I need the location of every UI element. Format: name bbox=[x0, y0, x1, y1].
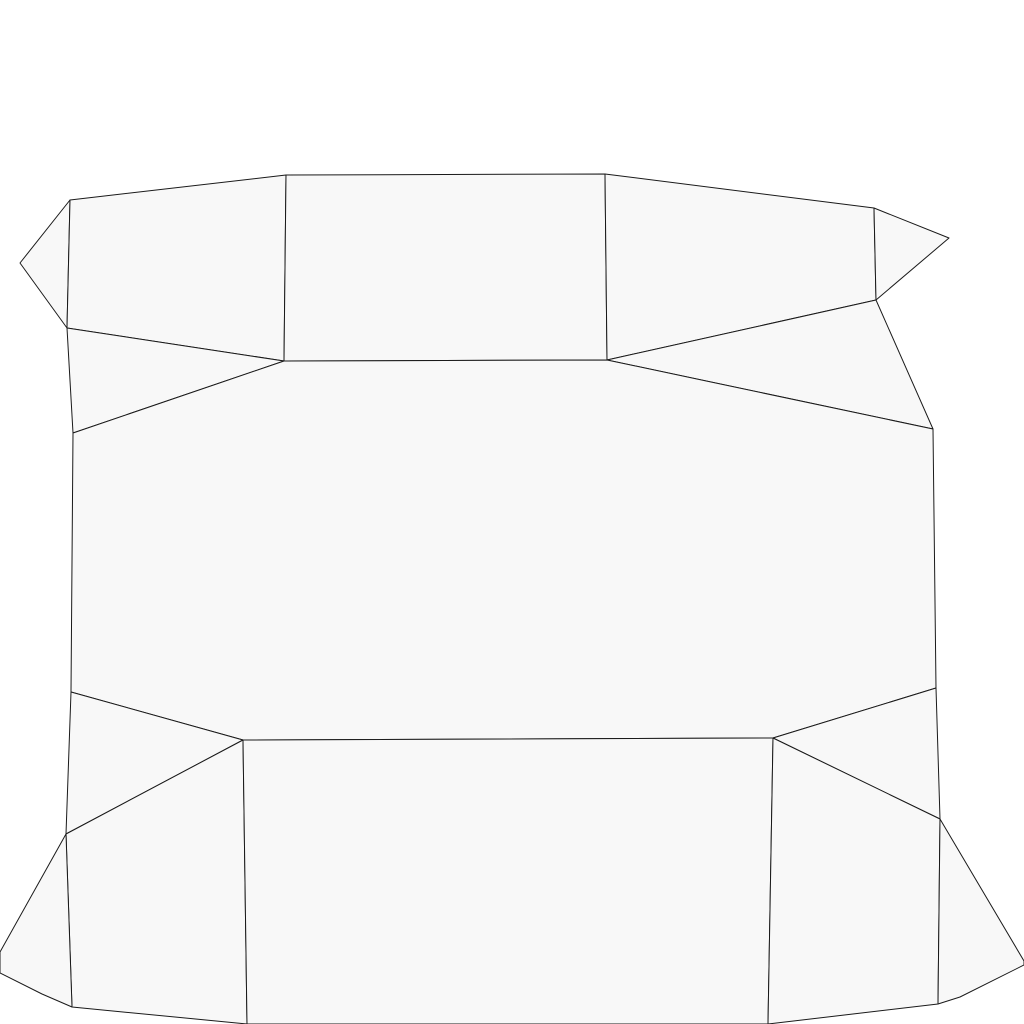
bottom-right-outer-flap bbox=[937, 818, 1024, 1005]
bottom-center-panel bbox=[242, 737, 774, 1024]
top-center-flap bbox=[283, 173, 608, 362]
left-top-tip-flap bbox=[19, 199, 71, 329]
bottom-left-outer-flap bbox=[0, 833, 73, 1008]
bottom-section bbox=[0, 737, 1024, 1024]
main-base-panel bbox=[70, 359, 937, 741]
right-top-tip-flap bbox=[873, 207, 950, 301]
top-section bbox=[19, 173, 950, 362]
